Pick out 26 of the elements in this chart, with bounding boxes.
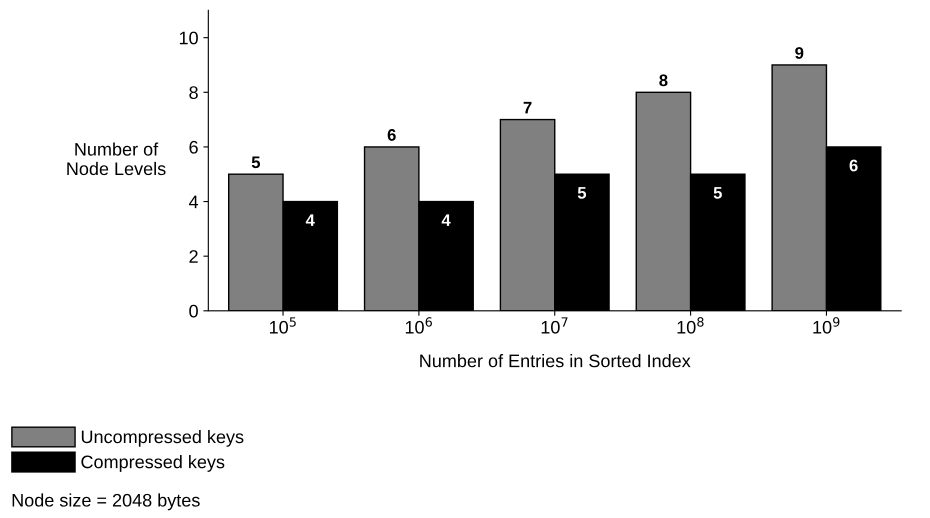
- data-label: 6: [388, 129, 396, 141]
- data-label: 6: [850, 160, 858, 172]
- x-tick-label: 10$^{5}$: [270, 317, 296, 334]
- data-label: 5: [252, 156, 260, 168]
- x-axis-title: Number of Entries in Sorted Index: [420, 354, 691, 368]
- y-tick-label: 0: [189, 304, 198, 318]
- data-label: 7: [524, 102, 532, 114]
- text: Node size = 2048 bytes: [12, 493, 200, 510]
- data-label: 4: [306, 214, 315, 226]
- x-tick-label: 10$^{8}$: [678, 317, 704, 334]
- data-label: 4: [442, 214, 451, 226]
- data-label: 9: [795, 47, 804, 59]
- data-label: 5: [578, 187, 586, 199]
- x-tick-label: 10$^{9}$: [813, 317, 840, 334]
- data-label: 8: [659, 74, 668, 86]
- x-tick-label: 10$^{7}$: [542, 317, 568, 334]
- y-axis-title: Number of Node Levels: [67, 142, 166, 176]
- y-tick-label: 4: [188, 196, 198, 208]
- data-label: 5: [714, 187, 722, 199]
- y-tick-label: 2: [189, 250, 198, 263]
- y-tick-label: 10: [180, 32, 198, 44]
- legend-label: Compressed keys: [81, 455, 224, 472]
- y-tick-label: 8: [189, 86, 198, 100]
- y-tick-label: 6: [189, 140, 198, 154]
- legend-label: Uncompressed keys: [82, 430, 244, 447]
- x-tick-label: 10$^{6}$: [406, 317, 432, 334]
